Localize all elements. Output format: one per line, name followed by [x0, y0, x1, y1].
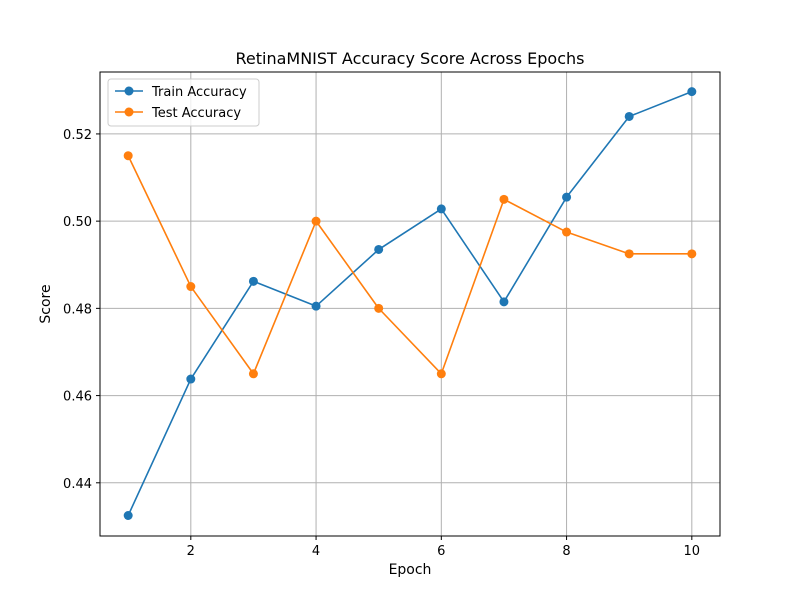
axis-ticks: 2 4 6 8 10 0.44 0.46 0.48 0.50 0.52 [63, 128, 700, 559]
legend-swatch-marker [124, 86, 134, 96]
train-accuracy-point [562, 192, 572, 202]
test-accuracy-point [311, 216, 321, 226]
x-tick-label: 10 [684, 544, 701, 559]
test-accuracy-point [186, 282, 196, 292]
series-test-accuracy [123, 151, 697, 379]
plot-frame [99, 71, 721, 537]
test-accuracy-point [436, 369, 446, 379]
legend: Train Accuracy Test Accuracy [107, 78, 260, 127]
train-accuracy-point [248, 276, 258, 286]
x-axis-label: Epoch [389, 562, 432, 578]
train-accuracy-point [311, 301, 321, 311]
legend-box [107, 78, 260, 127]
y-tick-label: 0.52 [63, 128, 92, 143]
test-accuracy-point [123, 151, 133, 161]
train-accuracy-point [624, 111, 634, 121]
x-tick-label: 4 [312, 544, 320, 559]
x-tick-label: 2 [187, 544, 195, 559]
legend-swatch-marker [124, 107, 134, 117]
train-accuracy-point [436, 204, 446, 214]
legend-label: Train Accuracy [151, 85, 247, 100]
x-tick-label: 6 [437, 544, 445, 559]
legend-item: Train Accuracy [115, 85, 247, 100]
test-accuracy-point [374, 303, 384, 313]
train-accuracy-point [186, 374, 196, 384]
train-accuracy-point [499, 297, 509, 307]
train-accuracy-point [374, 244, 384, 254]
test-accuracy-point [562, 227, 572, 237]
test-accuracy-point [687, 249, 697, 259]
legend-label: Test Accuracy [151, 106, 241, 121]
chart-title: RetinaMNIST Accuracy Score Across Epochs [235, 49, 584, 68]
y-tick-label: 0.44 [63, 477, 92, 492]
x-tick-label: 8 [562, 544, 570, 559]
y-tick-label: 0.46 [63, 390, 92, 405]
train-accuracy-point [123, 511, 133, 521]
test-accuracy-point [499, 194, 509, 204]
test-accuracy-point [248, 369, 258, 379]
test-accuracy-point [624, 249, 634, 259]
y-tick-label: 0.48 [63, 302, 92, 317]
train-accuracy-point [687, 87, 697, 97]
legend-item: Test Accuracy [115, 106, 241, 121]
y-axis-label: Score [38, 284, 54, 323]
test-accuracy-line [127, 155, 692, 375]
series-layer [123, 87, 697, 521]
y-tick-label: 0.50 [63, 215, 92, 230]
